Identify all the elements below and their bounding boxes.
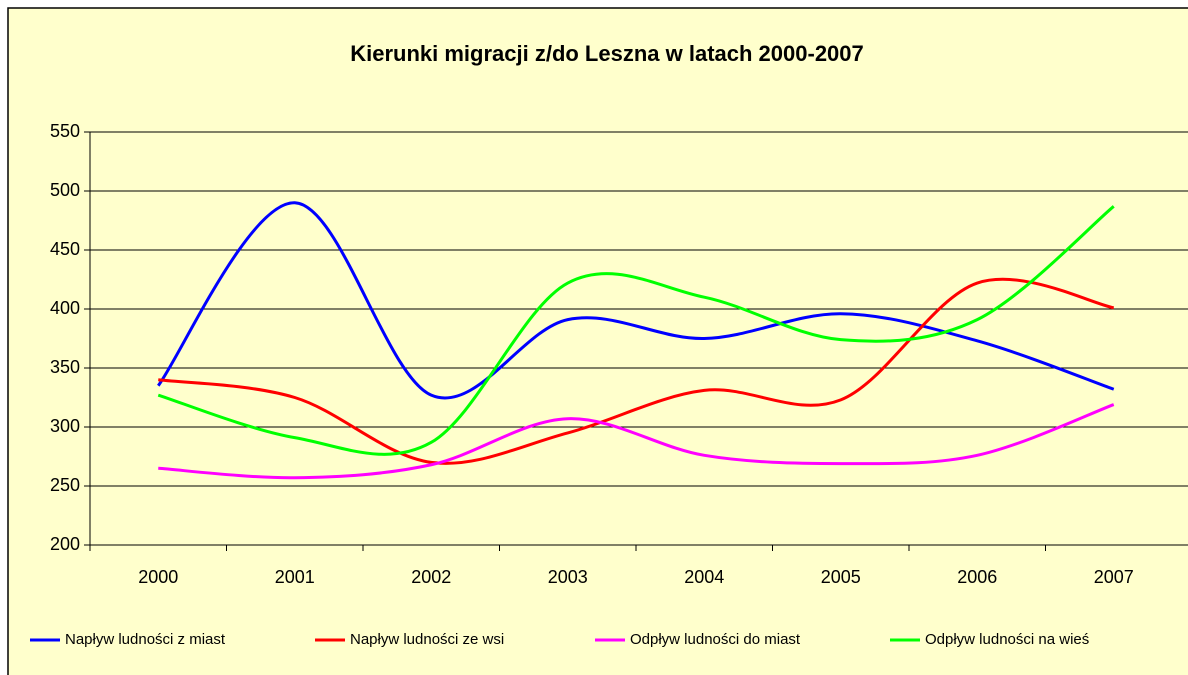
x-tick-label: 2001 — [275, 567, 315, 587]
series-line — [158, 277, 1115, 465]
y-tick-label: 550 — [50, 121, 80, 141]
y-tick-label: 300 — [50, 416, 80, 436]
y-tick-label: 200 — [50, 534, 80, 554]
series-line — [158, 403, 1115, 480]
legend-label: Odpływ ludności do miast — [630, 631, 801, 648]
legend-label: Odpływ ludności na wieś — [925, 631, 1089, 648]
y-tick-label: 500 — [50, 180, 80, 200]
legend-label: Napływ ludności z miast — [65, 631, 226, 648]
x-tick-label: 2003 — [548, 567, 588, 587]
y-tick-label: 400 — [50, 298, 80, 318]
y-tick-label: 250 — [50, 475, 80, 495]
series-line — [157, 201, 1115, 400]
x-tick-label: 2004 — [684, 567, 724, 587]
x-tick-label: 2000 — [138, 567, 178, 587]
y-tick-label: 350 — [50, 357, 80, 377]
y-tick-label: 450 — [50, 239, 80, 259]
x-tick-label: 2007 — [1094, 567, 1134, 587]
chart-title: Kierunki migracji z/do Leszna w latach 2… — [350, 41, 864, 66]
x-tick-label: 2005 — [821, 567, 861, 587]
x-tick-label: 2002 — [411, 567, 451, 587]
legend-label: Napływ ludności ze wsi — [350, 631, 504, 648]
x-tick-label: 2006 — [957, 567, 997, 587]
series-line — [157, 205, 1115, 456]
plot-area — [89, 131, 1188, 546]
